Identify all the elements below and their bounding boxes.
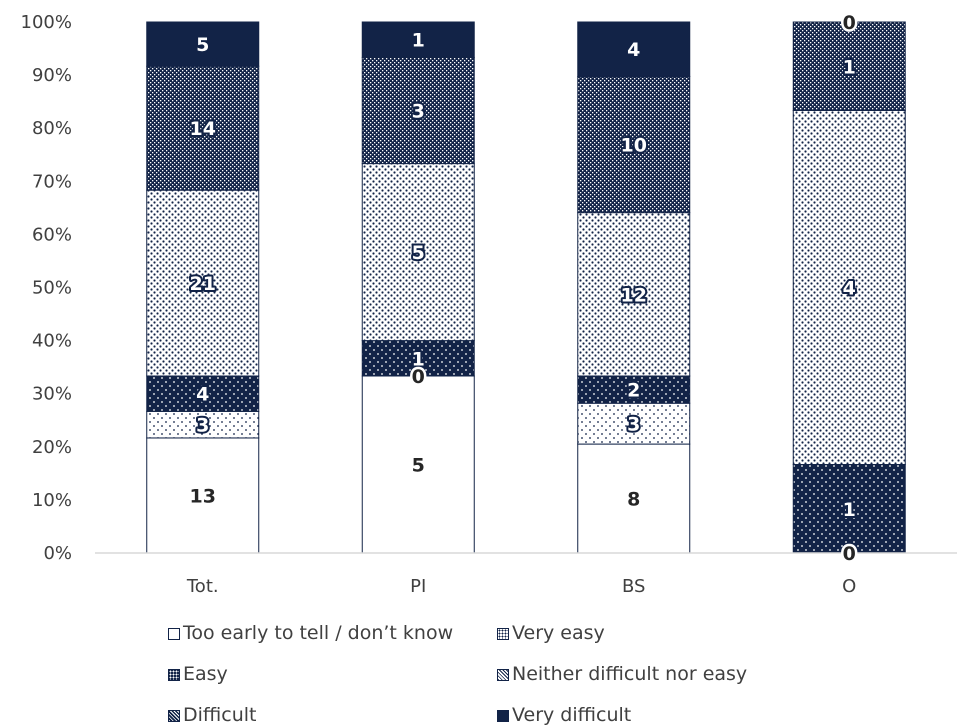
data-label: 5 xyxy=(412,455,425,477)
bar-segment xyxy=(577,75,691,214)
x-tick-label: BS xyxy=(622,576,645,597)
y-tick-label: 60% xyxy=(32,224,72,245)
data-label: 8 xyxy=(627,489,640,511)
legend-swatch xyxy=(168,669,180,681)
y-tick-label: 100% xyxy=(21,12,72,33)
data-label: 10 xyxy=(621,135,647,157)
legend-label: Easy xyxy=(183,663,228,685)
bars xyxy=(146,21,906,554)
bar-segment xyxy=(361,21,475,58)
x-tick-label: O xyxy=(842,576,856,597)
data-label: 0 xyxy=(843,543,856,565)
y-tick-label: 80% xyxy=(32,118,72,139)
data-label: 1 xyxy=(412,348,425,370)
data-label: 1 xyxy=(843,499,856,521)
y-tick-label: 20% xyxy=(32,437,72,458)
bar-segment xyxy=(792,110,906,465)
bar-segment xyxy=(361,340,475,377)
data-label: 21 xyxy=(190,273,216,295)
x-axis: Tot. PI BS O xyxy=(186,576,856,597)
legend-label: Too early to tell / don’t know xyxy=(183,622,454,644)
data-label: 4 xyxy=(843,278,856,300)
data-label: 4 xyxy=(196,384,209,406)
data-label: 1 xyxy=(412,30,425,52)
bar-segment xyxy=(577,443,691,554)
data-label: 13 xyxy=(190,485,216,507)
data-label: 12 xyxy=(621,284,647,306)
data-label: 0 xyxy=(412,366,425,388)
legend-item: Too early to tell / don’t know xyxy=(168,622,453,644)
data-label: 3 xyxy=(412,101,425,123)
bar-segment xyxy=(146,410,260,439)
y-tick-label: 40% xyxy=(32,331,72,352)
bar-segment xyxy=(146,65,260,191)
bar-segment xyxy=(146,189,260,377)
legend-label: Difficult xyxy=(183,704,257,726)
bar-segment xyxy=(577,212,691,377)
data-label: 2 xyxy=(627,380,640,402)
legend-label: Very difficult xyxy=(512,704,632,726)
legend-item: Very difficult xyxy=(497,704,631,726)
legend-swatch xyxy=(168,710,180,722)
bar-segment xyxy=(361,163,475,342)
legend-item: Neither difficult nor easy xyxy=(497,663,747,685)
y-tick-label: 10% xyxy=(32,490,72,511)
bar-segment xyxy=(792,464,906,554)
data-label: 3 xyxy=(196,415,209,437)
y-tick-label: 0% xyxy=(43,543,72,564)
legend-swatch xyxy=(168,628,180,640)
legend-item: Difficult xyxy=(168,704,257,726)
legend-swatch xyxy=(497,628,509,640)
y-tick-label: 70% xyxy=(32,171,72,192)
data-label: 4 xyxy=(627,39,640,61)
x-tick-label: PI xyxy=(410,576,426,597)
data-label: 0 xyxy=(843,12,856,34)
bar-segment xyxy=(577,21,691,77)
y-tick-label: 50% xyxy=(32,278,72,299)
bar-segment xyxy=(146,437,260,554)
bar-segment xyxy=(361,56,475,165)
x-tick-label: Tot. xyxy=(186,576,219,597)
bar-segment xyxy=(577,402,691,445)
data-label: 5 xyxy=(196,34,209,56)
bar-segment xyxy=(146,21,260,67)
data-label: 1 xyxy=(843,56,856,78)
data-label: 5 xyxy=(412,242,425,264)
legend-item: Very easy xyxy=(497,622,605,644)
y-axis: 0% 10% 20% 30% 40% 50% 60% 70% 80% 90% 100% xyxy=(21,12,72,564)
data-label: 3 xyxy=(627,414,640,436)
y-tick-label: 30% xyxy=(32,384,72,405)
legend-label: Neither difficult nor easy xyxy=(512,663,748,685)
legend-label: Very easy xyxy=(512,622,605,644)
data-label: 14 xyxy=(190,118,216,140)
legend-item: Easy xyxy=(168,663,228,685)
y-tick-label: 90% xyxy=(32,65,72,86)
legend-swatch xyxy=(497,710,509,722)
bar-segment xyxy=(792,21,906,111)
legend-swatch xyxy=(497,669,509,681)
